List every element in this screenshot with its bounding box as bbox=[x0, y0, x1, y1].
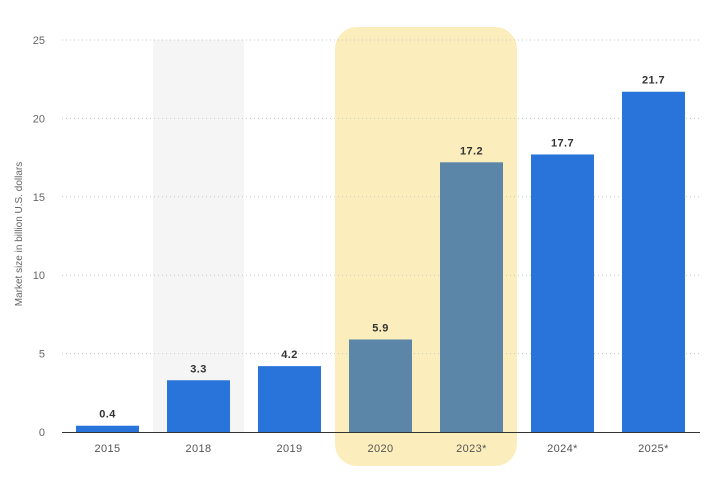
data-label: 17.2 bbox=[460, 145, 483, 157]
data-label: 21.7 bbox=[642, 75, 665, 87]
axes: 0 5 10 15 20 25 2015 2018 2019 2020 2023* 2024* 2025… bbox=[33, 35, 700, 455]
x-tick-label: 2025* bbox=[638, 443, 669, 455]
y-tick-label: 10 bbox=[33, 270, 45, 282]
bar bbox=[440, 162, 503, 432]
data-label: 4.2 bbox=[281, 349, 298, 361]
x-tick-label: 2023* bbox=[456, 443, 487, 455]
bar bbox=[622, 91, 685, 432]
x-tick-label: 2024* bbox=[547, 443, 578, 455]
x-tick-label: 2018 bbox=[185, 443, 211, 455]
x-tick-label: 2015 bbox=[94, 443, 120, 455]
y-axis-title: Market size in billion U.S. dollars bbox=[14, 162, 25, 307]
y-tick-label: 5 bbox=[39, 349, 45, 361]
x-tick-label: 2020 bbox=[367, 443, 393, 455]
bar bbox=[167, 380, 230, 432]
bars bbox=[76, 91, 685, 433]
data-label: 0.4 bbox=[99, 409, 116, 421]
data-label: 3.3 bbox=[190, 363, 207, 375]
bar bbox=[349, 339, 412, 432]
y-tick-label: 15 bbox=[33, 192, 45, 204]
shaded-band-2018 bbox=[153, 40, 244, 432]
data-label: 5.9 bbox=[372, 322, 389, 334]
bar bbox=[76, 425, 139, 432]
data-label: 17.7 bbox=[551, 137, 574, 149]
x-tick-label: 2019 bbox=[276, 443, 302, 455]
y-tick-label: 25 bbox=[33, 35, 45, 47]
y-tick-label: 20 bbox=[33, 113, 45, 125]
y-tick-label: 0 bbox=[39, 427, 45, 439]
bar bbox=[531, 154, 594, 433]
bar bbox=[258, 366, 321, 432]
data-labels: 0.4 3.3 4.2 5.9 17.2 17.7 21.7 bbox=[99, 75, 665, 421]
